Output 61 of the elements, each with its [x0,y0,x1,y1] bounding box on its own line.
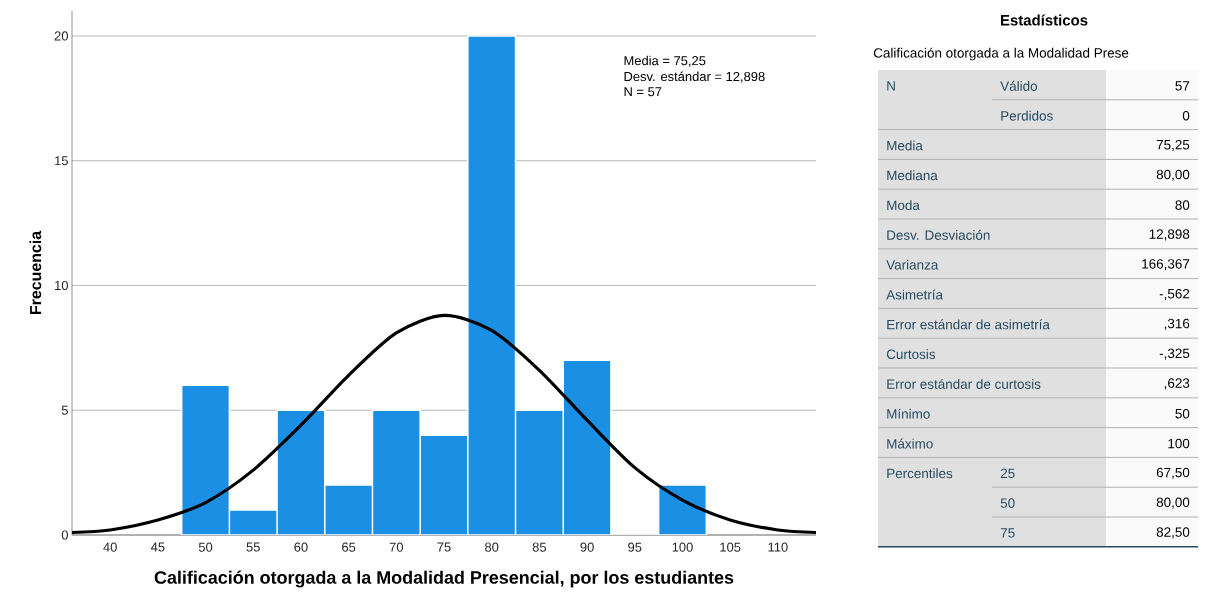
text: 80,00 [1156,169,1190,181]
text: Desv. Desviación [887,229,990,240]
text: 50 [1175,408,1190,419]
y-tick-label: 15 [55,156,68,166]
x-tick-label: 110 [768,542,788,552]
x-axis-title: Calificación otorgada a la Modalidad Presencial, por los estudiantes [154,570,734,588]
text: Asimetría [886,289,944,300]
text: 75 [1000,528,1015,538]
text: Máximo [887,438,933,449]
text: 75,25 [1156,139,1190,152]
text: 67,50 [1156,467,1190,479]
text: N [887,81,895,91]
text: 82,50 [1156,527,1190,539]
x-tick-label: 105 [720,542,741,552]
text: Mediana [887,170,938,181]
x-tick-label: 50 [198,542,213,552]
text: Media [887,140,923,151]
x-tick-label: 40 [103,542,117,552]
y-tick-label: 0 [61,530,68,540]
text: 0 [1182,110,1190,121]
text: Curtosis [886,349,936,360]
text: Varianza [886,259,939,270]
x-tick-label: 65 [342,542,356,552]
text: 100 [1168,438,1190,449]
text: Perdidos [1001,110,1053,121]
text: Estadísticos [1000,14,1088,26]
text: -,325 [1159,348,1190,360]
text: Moda [887,200,920,211]
x-tick-label: 80 [485,542,499,552]
annotation: Media = 75,25 [624,55,706,67]
x-tick-label: 75 [437,542,451,552]
x-tick-label: 55 [246,542,260,552]
text: ,623 [1164,378,1190,390]
text: 80 [1175,200,1190,210]
text: 166,367 [1142,259,1190,271]
text: 80,00 [1156,497,1190,509]
text: Percentiles [887,468,953,479]
text: 57 [1175,81,1190,91]
text: -,562 [1159,288,1190,301]
annotation: Desv. estándar = 12,898 [624,71,765,83]
text: Calificación otorgada a la Modalidad Prese [873,47,1129,61]
x-tick-label: 100 [672,542,693,552]
y-tick-label: 10 [55,280,68,291]
y-axis-title: Frecuencia [29,230,42,315]
x-tick-label: 70 [389,542,404,552]
text: ,316 [1164,318,1190,330]
text: 25 [1000,468,1015,479]
y-tick-label: 5 [61,405,68,415]
text: 50 [1000,498,1015,508]
text: Válido [1000,80,1038,91]
x-tick-label: 85 [532,542,547,552]
x-tick-label: 95 [628,542,642,552]
y-tick-label: 20 [54,31,68,41]
text: Error estándar de curtosis [887,378,1041,389]
text: Error estándar de asimetría [887,319,1050,330]
annotation: N = 57 [624,87,662,97]
text: Mínimo [887,408,930,419]
x-tick-label: 45 [150,542,165,552]
text: 12,898 [1149,229,1190,241]
x-tick-label: 60 [294,542,308,552]
x-tick-label: 90 [580,542,594,552]
